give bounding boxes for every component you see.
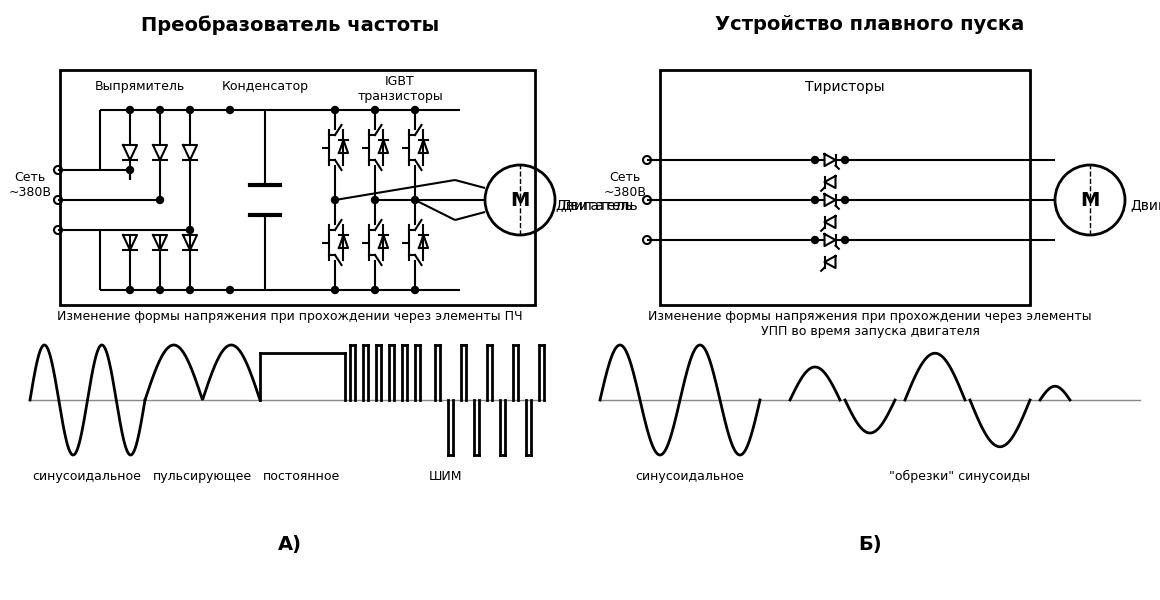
Circle shape <box>412 107 419 113</box>
Circle shape <box>371 286 378 293</box>
Circle shape <box>371 196 378 203</box>
Text: "обрезки" синусоиды: "обрезки" синусоиды <box>890 470 1030 483</box>
Circle shape <box>126 107 133 113</box>
Circle shape <box>226 107 233 113</box>
Circle shape <box>841 196 848 203</box>
Text: А): А) <box>278 535 302 554</box>
Circle shape <box>412 196 419 203</box>
Text: Изменение формы напряжения при прохождении через элементы ПЧ: Изменение формы напряжения при прохожден… <box>57 310 523 323</box>
Text: синусоидальное: синусоидальное <box>32 470 142 483</box>
Text: Изменение формы напряжения при прохождении через элементы
УПП во время запуска д: Изменение формы напряжения при прохожден… <box>648 310 1092 338</box>
Circle shape <box>332 107 339 113</box>
Circle shape <box>841 236 848 244</box>
Circle shape <box>332 196 339 203</box>
Circle shape <box>412 286 419 293</box>
Circle shape <box>157 107 164 113</box>
Text: Устройство плавного пуска: Устройство плавного пуска <box>716 15 1024 34</box>
Circle shape <box>812 196 819 203</box>
Text: М: М <box>510 191 530 209</box>
Text: постоянное: постоянное <box>263 470 341 483</box>
Circle shape <box>812 157 819 163</box>
Circle shape <box>812 236 819 244</box>
Text: Преобразователь частоты: Преобразователь частоты <box>140 15 440 35</box>
Text: Двигатель: Двигатель <box>554 198 632 212</box>
Text: пульсирующее: пульсирующее <box>152 470 252 483</box>
Text: IGBT
транзисторы: IGBT транзисторы <box>357 75 443 103</box>
Text: Б): Б) <box>858 535 882 554</box>
Text: М: М <box>1080 191 1100 209</box>
Text: Конденсатор: Конденсатор <box>222 80 309 93</box>
Text: ШИМ: ШИМ <box>428 470 462 483</box>
Bar <box>660 70 1030 305</box>
Circle shape <box>126 286 133 293</box>
Circle shape <box>157 196 164 203</box>
Text: Сеть
~380В: Сеть ~380В <box>8 171 51 199</box>
Circle shape <box>841 157 848 163</box>
Circle shape <box>226 286 233 293</box>
Text: Сеть
~380В: Сеть ~380В <box>603 171 646 199</box>
Text: синусоидальное: синусоидальное <box>636 470 745 483</box>
Circle shape <box>187 107 194 113</box>
Circle shape <box>126 166 133 173</box>
Text: Двигатель: Двигатель <box>560 198 638 212</box>
Circle shape <box>371 107 378 113</box>
Circle shape <box>187 286 194 293</box>
Bar <box>60 70 535 305</box>
Circle shape <box>187 226 194 233</box>
Circle shape <box>332 286 339 293</box>
Text: Двигатель: Двигатель <box>1130 198 1160 212</box>
Circle shape <box>157 286 164 293</box>
Text: Тиристоры: Тиристоры <box>805 80 885 94</box>
Text: Выпрямитель: Выпрямитель <box>95 80 186 93</box>
